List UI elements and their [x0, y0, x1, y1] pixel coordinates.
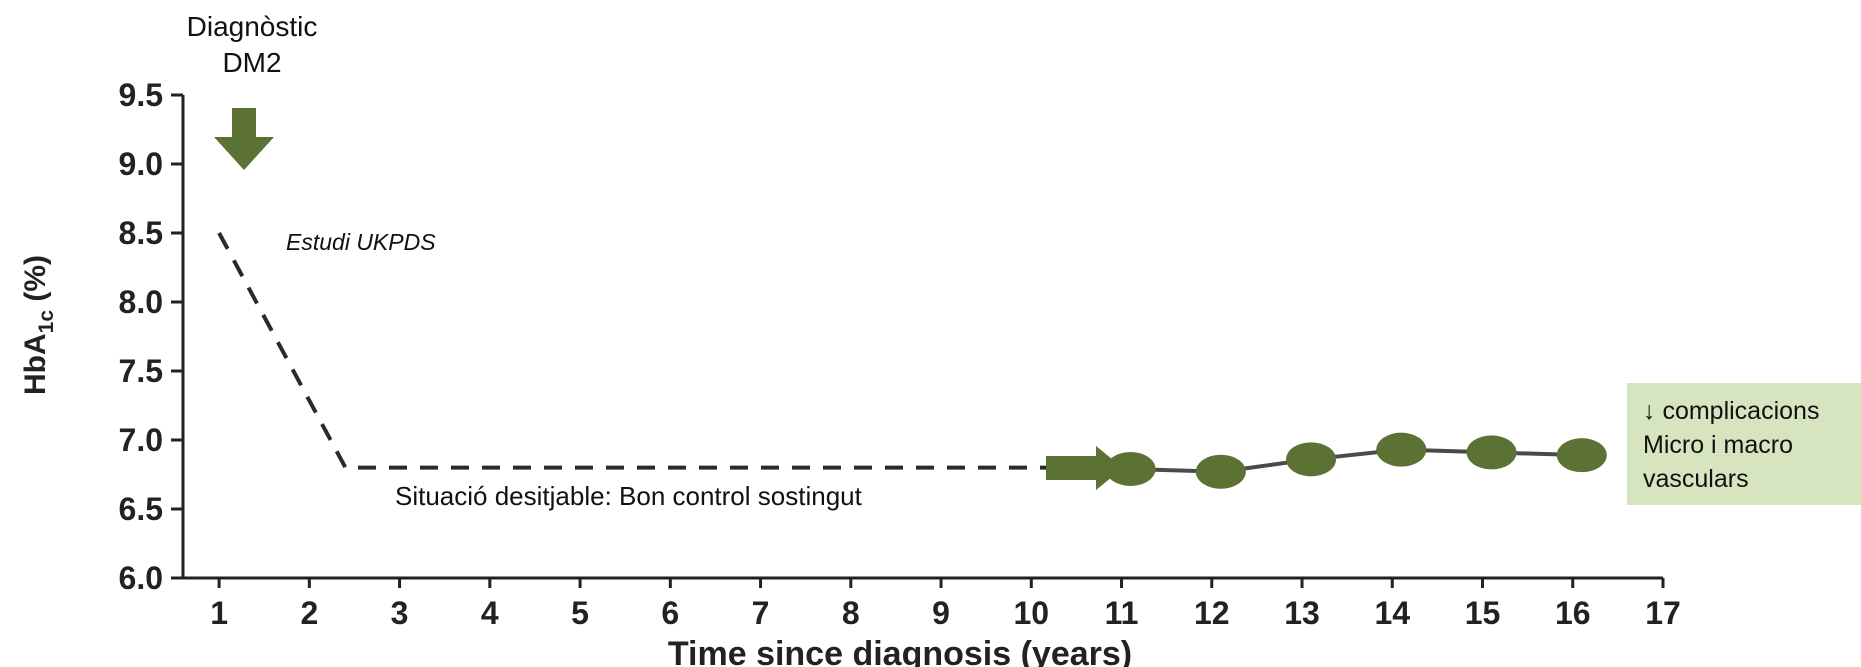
- dashed-series-line: [217, 232, 1077, 470]
- x-tick-label: 13: [1284, 595, 1320, 631]
- complications-callout: ↓ complicacions Micro i macro vasculars: [1627, 383, 1861, 505]
- y-tick-label: 9.0: [119, 146, 163, 182]
- diagnosis-label-line1: Diagnòstic: [187, 11, 318, 42]
- data-point-marker: [1195, 454, 1246, 489]
- x-tick-label: 9: [932, 595, 950, 631]
- data-point-marker: [1286, 442, 1337, 477]
- y-tick-label: 9.5: [119, 77, 163, 113]
- x-tick-label: 2: [300, 595, 318, 631]
- down-arrow-icon: [214, 108, 274, 170]
- data-point-marker: [1376, 432, 1427, 467]
- y-axis-label: HbA1c (%): [19, 255, 58, 395]
- x-tick-label: 10: [1013, 595, 1049, 631]
- x-tick-label: 12: [1194, 595, 1230, 631]
- desired-situation-label: Situació desitjable: Bon control sosting…: [395, 481, 863, 511]
- callout-line-3: vasculars: [1643, 465, 1749, 493]
- right-arrow-icon: [1046, 446, 1123, 490]
- x-tick-label: 3: [391, 595, 409, 631]
- x-axis-label: Time since diagnosis (years): [668, 635, 1132, 667]
- series-layer: [217, 232, 1607, 489]
- y-tick-label: 8.0: [119, 284, 163, 320]
- x-tick-label: 5: [571, 595, 589, 631]
- callout-line-1: ↓ complicacions: [1643, 397, 1819, 425]
- y-ticks: 6.0 6.5 7.0 7.5 8.0 8.5 9.0 9.5: [119, 77, 183, 596]
- x-tick-label: 14: [1374, 595, 1410, 631]
- study-label: Estudi UKPDS: [286, 229, 436, 255]
- y-tick-label: 7.5: [119, 353, 163, 389]
- x-tick-label: 15: [1465, 595, 1501, 631]
- x-tick-label: 11: [1105, 595, 1139, 631]
- x-tick-label: 1: [210, 595, 228, 631]
- y-tick-label: 6.0: [119, 560, 163, 596]
- x-tick-label: 17: [1645, 595, 1681, 631]
- diagnosis-label-line2: DM2: [222, 47, 281, 78]
- x-ticks: 1 2 3 4 5 6 7 8 9 10 11 12 13 14 15 16 17: [210, 578, 1681, 631]
- data-point-marker: [1105, 451, 1156, 486]
- x-tick-label: 4: [481, 595, 499, 631]
- data-point-marker: [1556, 438, 1607, 473]
- x-tick-label: 8: [842, 595, 860, 631]
- y-tick-label: 6.5: [119, 491, 163, 527]
- y-tick-label: 7.0: [119, 422, 163, 458]
- callout-line-2: Micro i macro: [1643, 431, 1793, 459]
- y-tick-label: 8.5: [119, 215, 163, 251]
- x-tick-label: 7: [752, 595, 770, 631]
- x-tick-label: 16: [1555, 595, 1591, 631]
- x-tick-label: 6: [661, 595, 679, 631]
- data-point-marker: [1466, 435, 1517, 470]
